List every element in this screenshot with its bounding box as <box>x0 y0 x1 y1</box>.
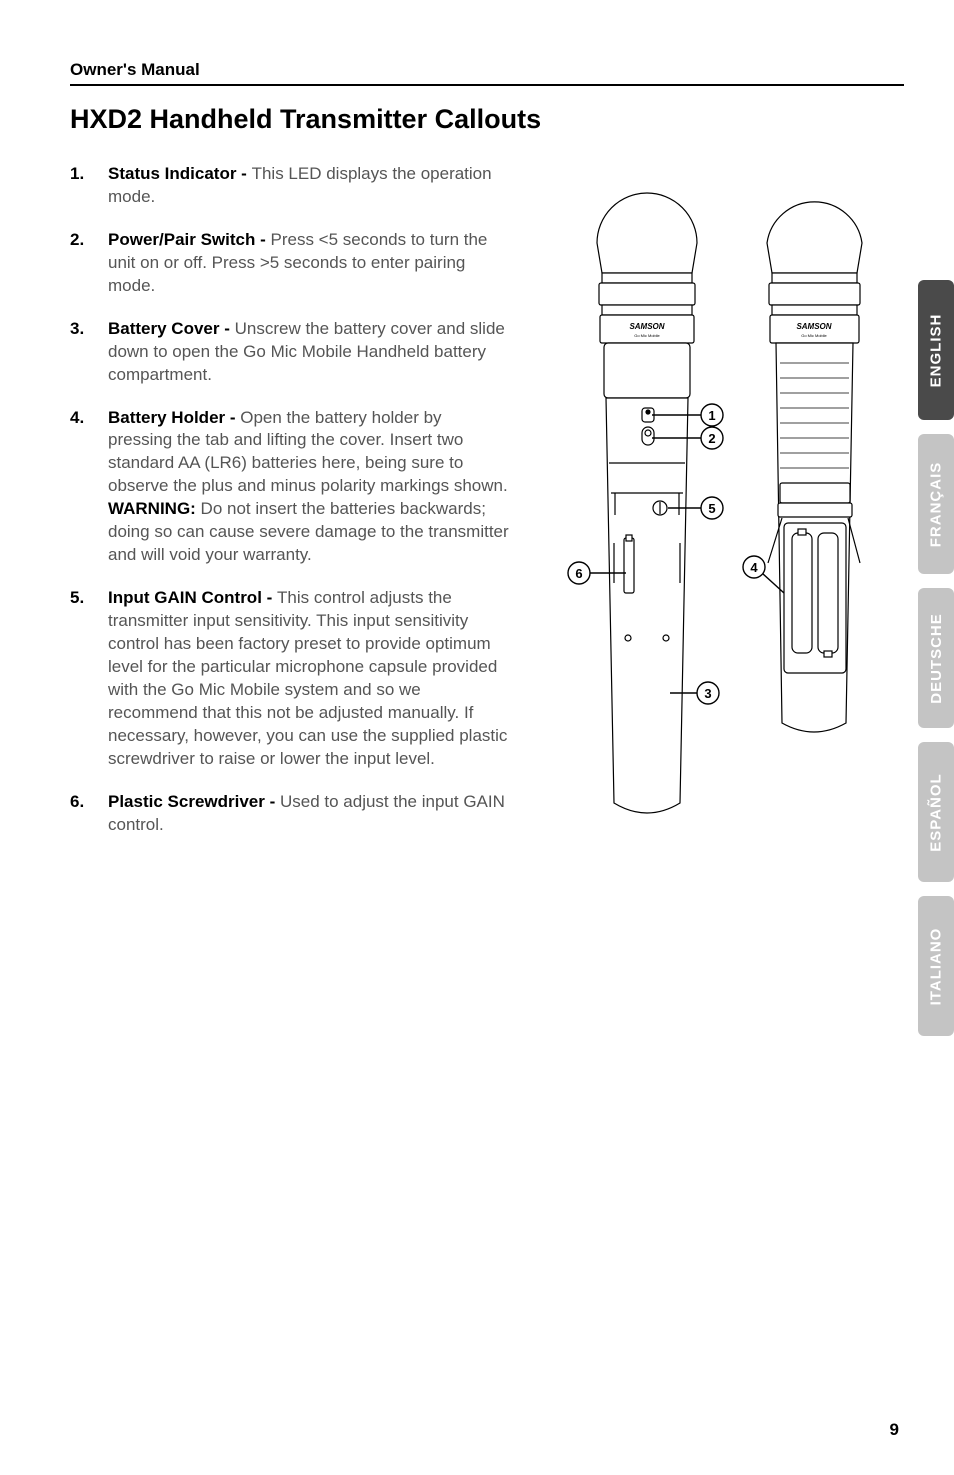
callout-text-column: Status Indicator - This LED displays the… <box>70 163 510 856</box>
list-item: Power/Pair Switch - Press <5 seconds to … <box>70 229 510 298</box>
item-lead: Input GAIN Control - <box>108 588 277 607</box>
item-body: This control adjusts the transmitter inp… <box>108 588 507 768</box>
item-lead: Plastic Screwdriver - <box>108 792 280 811</box>
callout-list: Status Indicator - This LED displays the… <box>70 163 510 836</box>
tab-english[interactable]: ENGLISH <box>918 280 954 420</box>
section-title: HXD2 Handheld Transmitter Callouts <box>70 104 904 135</box>
callout-num-2: 2 <box>708 431 715 446</box>
brand-label-right: SAMSON <box>796 322 831 331</box>
item-lead: Battery Holder - <box>108 408 240 427</box>
warning-label: WARNING: <box>108 499 201 518</box>
owners-manual-label: Owner's Manual <box>70 60 200 79</box>
transmitter-diagram: SAMSON Go Mic Mobile 1 2 5 6 <box>552 163 882 843</box>
callout-num-4: 4 <box>750 560 758 575</box>
callout-num-6: 6 <box>575 566 582 581</box>
tab-espanol[interactable]: ESPAÑOL <box>918 742 954 882</box>
list-item: Status Indicator - This LED displays the… <box>70 163 510 209</box>
item-lead: Power/Pair Switch - <box>108 230 271 249</box>
tab-deutsche[interactable]: DEUTSCHE <box>918 588 954 728</box>
list-item: Plastic Screwdriver - Used to adjust the… <box>70 791 510 837</box>
page-number: 9 <box>890 1420 899 1440</box>
callout-num-1: 1 <box>708 408 715 423</box>
language-tabs: ENGLISH FRANÇAIS DEUTSCHE ESPAÑOL ITALIA… <box>918 280 954 1036</box>
diagram-column: SAMSON Go Mic Mobile 1 2 5 6 <box>530 163 904 856</box>
brand-sub-right: Go Mic Mobile <box>801 333 827 338</box>
list-item: Battery Cover - Unscrew the battery cove… <box>70 318 510 387</box>
list-item: Battery Holder - Open the battery holder… <box>70 407 510 568</box>
callout-num-5: 5 <box>708 501 715 516</box>
list-item: Input GAIN Control - This control adjust… <box>70 587 510 771</box>
item-lead: Status Indicator - <box>108 164 252 183</box>
brand-sub-left: Go Mic Mobile <box>634 333 660 338</box>
brand-label-left: SAMSON <box>629 322 664 331</box>
tab-italiano[interactable]: ITALIANO <box>918 896 954 1036</box>
item-lead: Battery Cover - <box>108 319 235 338</box>
tab-francais[interactable]: FRANÇAIS <box>918 434 954 574</box>
callout-num-3: 3 <box>704 686 711 701</box>
